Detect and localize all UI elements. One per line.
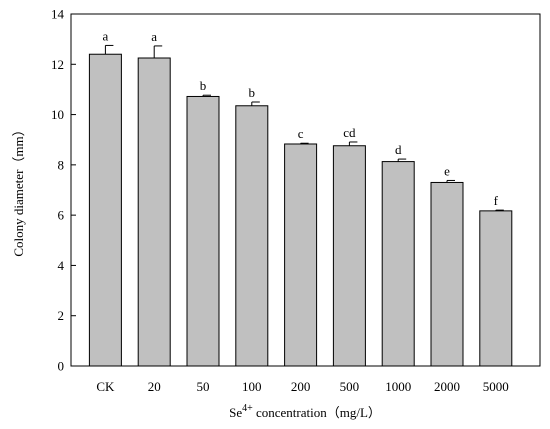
bar (137, 57, 171, 367)
bar (381, 161, 415, 367)
y-tick-label: 0 (58, 359, 65, 374)
bar (235, 105, 269, 367)
significance-label: f (494, 193, 499, 208)
y-tick-label: 4 (58, 258, 65, 273)
y-tick-label: 2 (58, 308, 65, 323)
y-tick-label: 10 (51, 107, 64, 122)
y-tick-label: 12 (51, 57, 64, 72)
x-tick-label: 2000 (434, 379, 460, 394)
y-tick-label: 8 (58, 157, 65, 172)
significance-label: d (395, 142, 402, 157)
significance-label: e (444, 163, 450, 178)
bar (284, 143, 318, 367)
significance-label: a (103, 28, 109, 43)
significance-label: b (249, 85, 256, 100)
x-tick-label: 1000 (385, 379, 411, 394)
bar (186, 95, 220, 367)
bar (479, 210, 513, 367)
y-tick-label: 6 (58, 208, 65, 223)
bar (88, 53, 122, 367)
x-axis-title-prefix: Se (229, 405, 242, 420)
x-tick-label: 200 (291, 379, 311, 394)
y-axis-ticks: 0 2 4 6 8 10 12 14 (51, 7, 76, 374)
x-tick-label: 5000 (483, 379, 509, 394)
x-tick-label: 50 (197, 379, 210, 394)
x-axis-title-suffix: concentration（mg/L） (253, 405, 381, 420)
x-tick-label: 20 (148, 379, 161, 394)
bar (332, 145, 366, 367)
y-tick-label: 14 (51, 7, 65, 22)
x-axis-title: Se4+ concentration（mg/L） (229, 403, 381, 420)
x-tick-label: CK (96, 379, 115, 394)
y-axis-title: Colony diameter（mm） (11, 123, 26, 256)
x-axis-ticks: CK 20 50 100 200 500 1000 2000 5000 (96, 379, 508, 394)
significance-label: b (200, 78, 207, 93)
bars-group: a a b b c cd d e f (88, 28, 513, 367)
x-tick-label: 100 (242, 379, 262, 394)
bar (430, 181, 464, 367)
significance-label: a (151, 29, 157, 44)
significance-label: cd (343, 125, 356, 140)
x-axis-title-superscript: 4+ (242, 403, 253, 414)
x-tick-label: 500 (340, 379, 360, 394)
significance-label: c (298, 126, 304, 141)
